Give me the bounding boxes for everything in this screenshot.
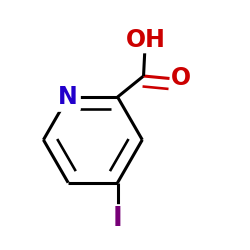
Text: I: I: [113, 206, 122, 232]
Text: O: O: [171, 66, 192, 90]
Text: OH: OH: [126, 28, 166, 52]
Text: N: N: [58, 85, 78, 109]
